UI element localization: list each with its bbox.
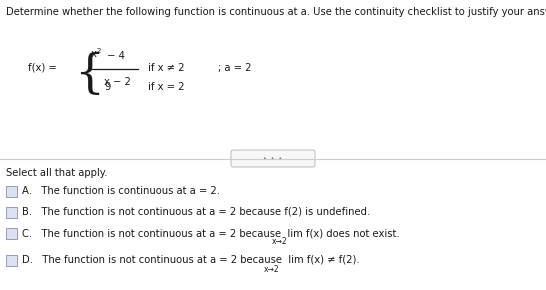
Text: B.   The function is not continuous at a = 2 because f(2) is undefined.: B. The function is not continuous at a =… [22, 207, 370, 217]
Text: x→2: x→2 [264, 264, 280, 273]
Text: x$^2$: x$^2$ [90, 46, 102, 60]
Text: x→2: x→2 [272, 238, 288, 246]
Text: Select all that apply.: Select all that apply. [6, 168, 108, 178]
Text: •  •  •: • • • [263, 156, 283, 161]
Text: A.   The function is continuous at a = 2.: A. The function is continuous at a = 2. [22, 186, 220, 196]
Text: D.   The function is not continuous at a = 2 because  lim f(x) ≠ f(2).: D. The function is not continuous at a =… [22, 255, 360, 265]
FancyBboxPatch shape [5, 255, 16, 266]
Text: − 4: − 4 [104, 51, 125, 61]
Text: C.   The function is not continuous at a = 2 because  lim f(x) does not exist.: C. The function is not continuous at a =… [22, 228, 400, 238]
FancyBboxPatch shape [5, 206, 16, 218]
Text: f(x) =: f(x) = [28, 63, 57, 73]
Text: if x = 2: if x = 2 [148, 82, 185, 92]
Text: ; a = 2: ; a = 2 [218, 63, 252, 73]
FancyBboxPatch shape [5, 186, 16, 197]
FancyBboxPatch shape [5, 227, 16, 238]
FancyBboxPatch shape [231, 150, 315, 167]
Text: x − 2: x − 2 [104, 77, 131, 87]
Text: 9: 9 [104, 82, 110, 92]
Text: if x ≠ 2: if x ≠ 2 [148, 63, 185, 73]
Text: Determine whether the following function is continuous at a. Use the continuity : Determine whether the following function… [6, 7, 546, 17]
Text: {: { [74, 51, 104, 97]
